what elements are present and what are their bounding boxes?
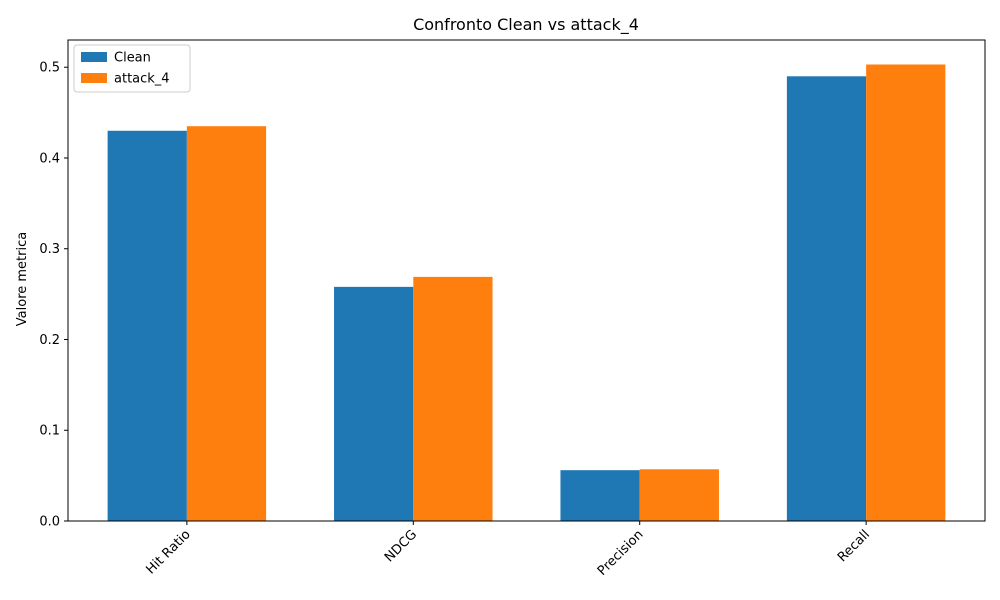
bar-Clean-NDCG: [334, 286, 414, 521]
bar-attack_4-NDCG: [413, 276, 493, 521]
bar-attack_4-Precision: [639, 469, 719, 521]
bar-Clean-Recall: [786, 76, 867, 522]
bar-Clean-Precision: [560, 470, 640, 521]
y-axis-label: Valore metrica: [15, 232, 30, 326]
y-tick-label: 0.0: [39, 515, 60, 530]
legend: Clean attack_4: [73, 44, 191, 93]
plot-frame: [67, 39, 986, 522]
y-axis-ticks: 0.0 0.1 0.2 0.3 0.4 0.5: [39, 61, 68, 530]
bar-Clean-Hit Ratio: [107, 130, 187, 522]
legend-swatch-Clean: [81, 52, 107, 62]
x-tick-label: NDCG: [382, 527, 420, 565]
y-tick-label: 0.5: [39, 61, 60, 76]
y-tick-label: 0.1: [39, 424, 60, 439]
bars-group: [107, 64, 946, 522]
legend-label-Clean: Clean: [114, 51, 151, 66]
y-tick-label: 0.3: [39, 242, 60, 257]
x-tick-label: Precision: [595, 527, 647, 579]
x-axis-ticks: Hit Ratio NDCG Precision Recall: [143, 521, 873, 579]
legend-swatch-attack_4: [81, 73, 107, 83]
y-tick-label: 0.2: [39, 333, 60, 348]
bar-attack_4-Recall: [866, 64, 946, 521]
x-tick-label: Hit Ratio: [143, 527, 193, 577]
legend-label-attack_4: attack_4: [114, 72, 170, 87]
x-tick-label: Recall: [835, 527, 873, 565]
chart-title: Confronto Clean vs attack_4: [413, 15, 639, 35]
y-tick-label: 0.4: [39, 151, 60, 166]
bar-attack_4-Hit Ratio: [186, 126, 267, 521]
